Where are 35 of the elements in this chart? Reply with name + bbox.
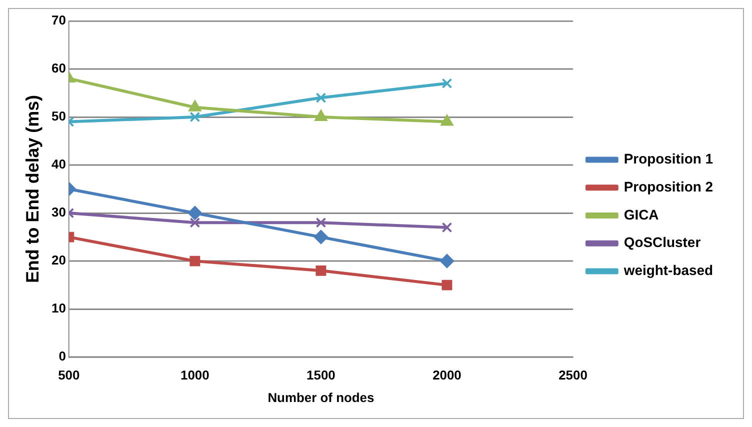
point bbox=[442, 280, 452, 290]
point bbox=[316, 217, 326, 228]
y-tick-label: 20 bbox=[52, 252, 66, 268]
point bbox=[190, 217, 200, 228]
y-tick-label: 50 bbox=[52, 108, 66, 124]
legend-label: GICA bbox=[624, 206, 659, 222]
x-tick-label: 2000 bbox=[432, 367, 462, 382]
y-tick-label: 70 bbox=[52, 12, 66, 28]
point bbox=[440, 114, 454, 126]
point bbox=[188, 100, 202, 112]
y-tick-label: 10 bbox=[52, 300, 66, 316]
point bbox=[190, 112, 200, 122]
y-tick-label: 40 bbox=[52, 156, 66, 172]
point bbox=[190, 256, 200, 266]
y-axis-title: End to End delay (ms) bbox=[22, 94, 43, 284]
x-tick-label: 2500 bbox=[558, 367, 588, 382]
point bbox=[314, 230, 328, 244]
point bbox=[316, 265, 326, 276]
point bbox=[442, 78, 452, 89]
point bbox=[440, 254, 454, 268]
x-tick-label: 1500 bbox=[306, 367, 336, 382]
x-axis-title: Number of nodes bbox=[268, 390, 374, 405]
y-tick-label: 0 bbox=[58, 348, 66, 364]
point bbox=[442, 222, 452, 233]
legend-label: Proposition 2 bbox=[624, 178, 714, 194]
legend-label: weight-based bbox=[622, 262, 714, 278]
y-tick-label: 60 bbox=[52, 60, 66, 76]
legend-label: Proposition 1 bbox=[624, 150, 714, 167]
x-tick-label: 1000 bbox=[180, 367, 210, 382]
point bbox=[314, 110, 328, 121]
legend-label: QoSCluster bbox=[624, 234, 702, 250]
x-tick-label: 500 bbox=[58, 367, 80, 382]
point bbox=[188, 206, 202, 220]
point bbox=[316, 92, 326, 103]
y-tick-label: 30 bbox=[52, 204, 66, 220]
